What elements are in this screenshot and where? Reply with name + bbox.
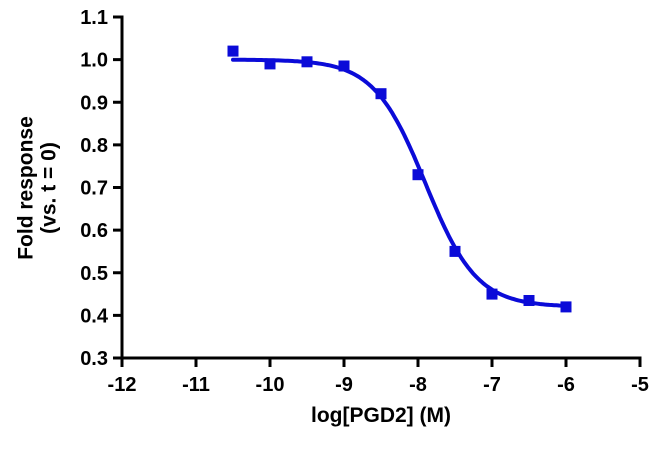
x-tick-label: -10 (256, 374, 285, 396)
y-tick-label: 0.9 (80, 92, 108, 114)
data-point-marker (560, 301, 572, 313)
x-tick-label: -6 (557, 374, 575, 396)
x-tick-label: -11 (182, 374, 210, 396)
data-point-marker (486, 288, 498, 300)
data-point-marker (227, 45, 239, 57)
x-tick-label: -12 (108, 374, 137, 396)
y-tick-label: 0.5 (80, 263, 108, 285)
y-tick-label: 0.3 (80, 348, 108, 370)
y-tick-label: 1.0 (80, 50, 108, 72)
x-axis-label: log[PGD2] (M) (311, 404, 451, 427)
data-point-marker (375, 88, 387, 100)
fit-curve (231, 57, 568, 308)
x-tick-label: -5 (631, 374, 649, 396)
y-tick-label: 0.6 (80, 220, 108, 242)
data-point-marker (412, 169, 424, 181)
data-point-marker (523, 295, 535, 306)
y-tick-label: 0.4 (80, 305, 109, 327)
x-tick-label: -8 (409, 374, 427, 396)
y-tick-label: 0.7 (80, 178, 108, 200)
data-point-marker (449, 245, 461, 257)
data-point-marker (301, 56, 313, 68)
x-tick-label: -7 (483, 374, 501, 396)
x-tick-label: -9 (335, 374, 353, 396)
y-tick-label: 1.1 (80, 7, 108, 29)
data-point-marker (338, 60, 350, 72)
data-point-marker (264, 58, 276, 70)
y-tick-label: 0.8 (80, 135, 108, 157)
